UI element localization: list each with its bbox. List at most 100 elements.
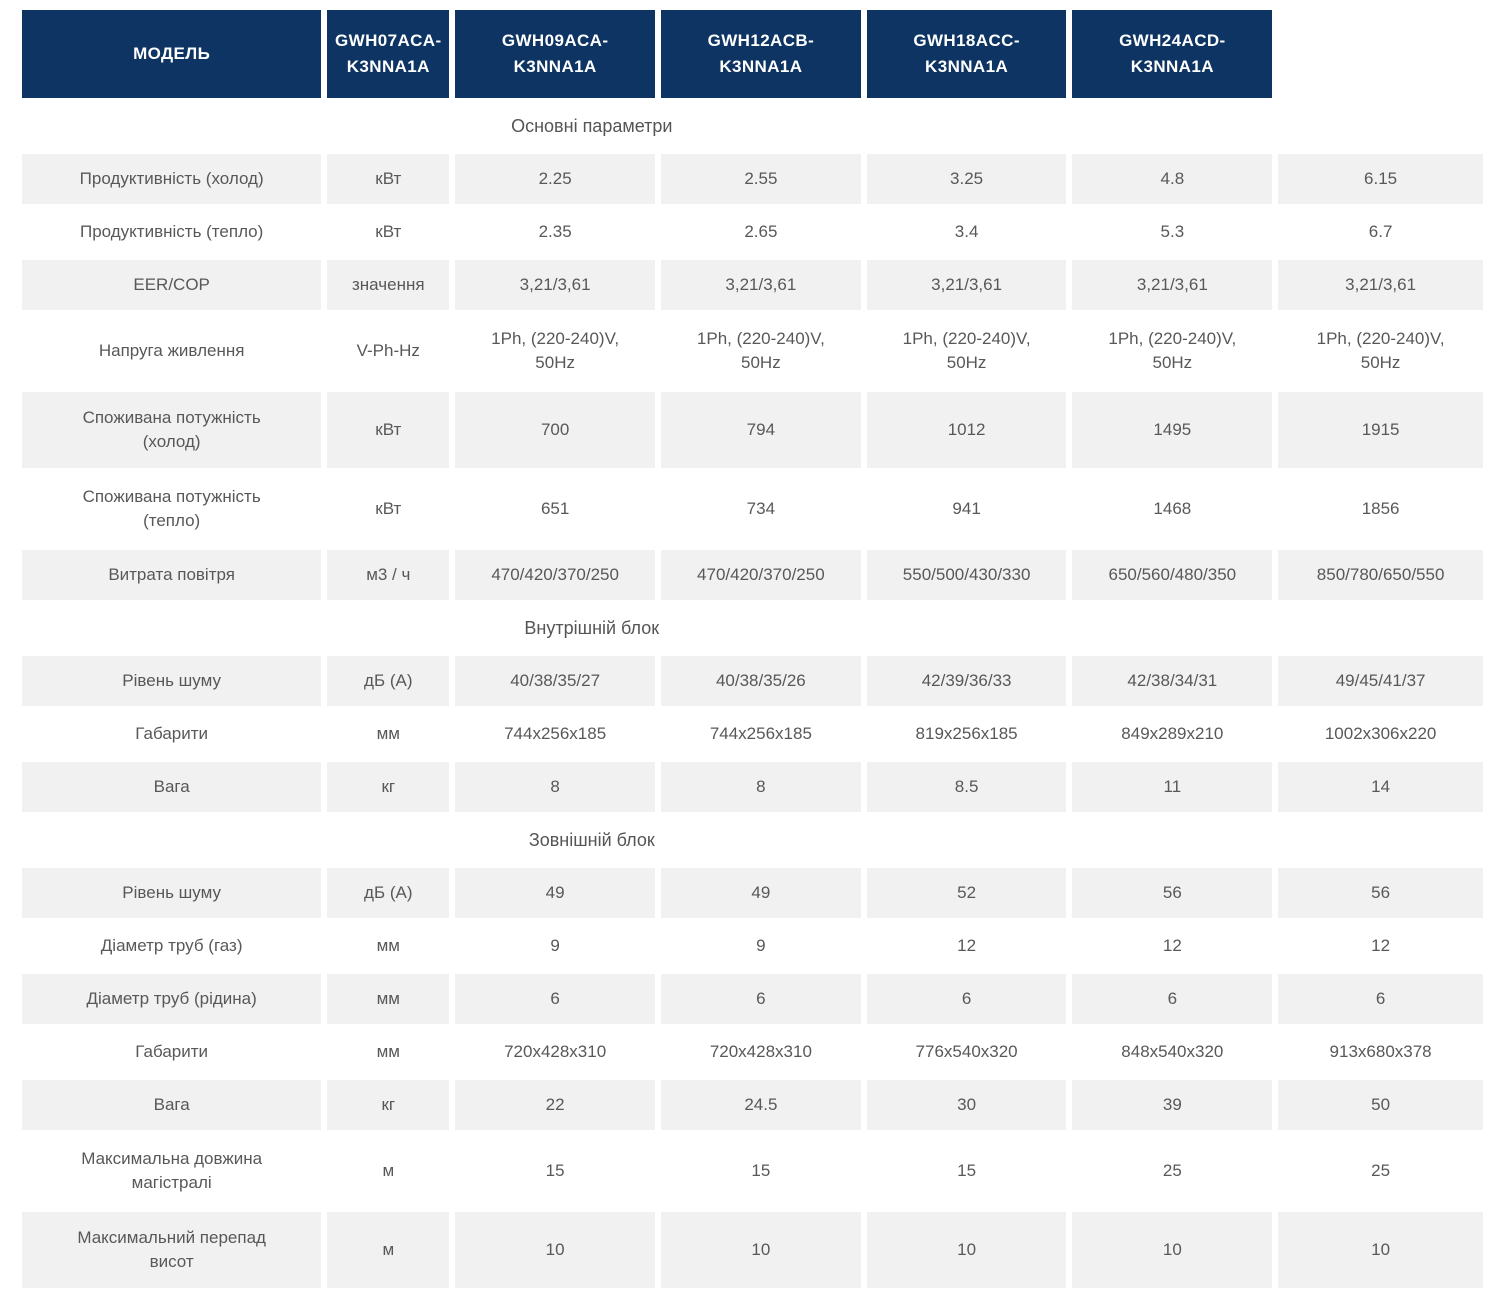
value-cell: 10 xyxy=(455,1212,655,1288)
param-name-cell: Максимальна довжина магістралі xyxy=(22,1133,322,1209)
value-cell: 6 xyxy=(866,974,1067,1024)
value-cell: 3,21/3,61 xyxy=(1278,260,1483,310)
value-cell: 3.25 xyxy=(866,154,1067,204)
table-row: Максимальна довжина магістралі м 15 15 15 25 2… xyxy=(22,1133,1483,1209)
param-name-cell: Споживана потужність (тепло) xyxy=(22,471,322,547)
value-cell: 1856 xyxy=(1278,471,1483,547)
model-header: GWH09ACA- K3NNA1A xyxy=(455,10,655,98)
model-header: GWH18ACC- K3NNA1A xyxy=(866,10,1067,98)
section-title: Внутрішній блок xyxy=(524,618,660,638)
value-cell: 700 xyxy=(455,392,655,468)
value-cell: 6 xyxy=(455,974,655,1024)
value-cell: 470/420/370/250 xyxy=(455,550,655,600)
table-header: МОДЕЛЬ GWH07ACA- K3NNA1A GWH09ACA- K3NNA1A… xyxy=(22,10,1483,98)
value-cell: 11 xyxy=(1072,762,1273,812)
value-cell: 40/38/35/26 xyxy=(661,656,861,706)
unit-cell: значення xyxy=(327,260,450,310)
param-name-cell: Споживана потужність (холод) xyxy=(22,392,322,468)
value-cell: 2.55 xyxy=(661,154,861,204)
value-cell: 10 xyxy=(866,1212,1067,1288)
models-spec-table: МОДЕЛЬ GWH07ACA- K3NNA1A GWH09ACA- K3NNA1A… xyxy=(16,7,1489,1291)
value-cell: 6.15 xyxy=(1278,154,1483,204)
unit-cell: кВт xyxy=(327,154,450,204)
param-name-cell: Вага xyxy=(22,1080,322,1130)
value-cell: 12 xyxy=(866,921,1067,971)
value-cell: 1468 xyxy=(1072,471,1273,547)
value-cell: 720x428x310 xyxy=(661,1027,861,1077)
table-row: Максимальний перепад висот м 10 10 10 10 10 xyxy=(22,1212,1483,1288)
unit-cell: мм xyxy=(327,974,450,1024)
value-cell: 848x540x320 xyxy=(1072,1027,1273,1077)
table-row: Витрата повітря м3 / ч 470/420/370/250 470/… xyxy=(22,550,1483,600)
value-cell: 40/38/35/27 xyxy=(455,656,655,706)
value-cell: 22 xyxy=(455,1080,655,1130)
value-cell: 744x256x185 xyxy=(661,709,861,759)
param-name-cell: Напруга живлення xyxy=(22,313,322,389)
model-header: GWH07ACA- K3NNA1A xyxy=(327,10,450,98)
table-row: Напруга живлення V-Ph-Hz 1Ph, (220-240)V, … xyxy=(22,313,1483,389)
value-cell: 8 xyxy=(455,762,655,812)
unit-cell: кг xyxy=(327,762,450,812)
value-cell: 10 xyxy=(1278,1212,1483,1288)
param-name-cell: Витрата повітря xyxy=(22,550,322,600)
value-cell: 5.3 xyxy=(1072,207,1273,257)
unit-cell: мм xyxy=(327,709,450,759)
section-row: Основні параметри xyxy=(22,101,1483,151)
value-cell: 15 xyxy=(661,1133,861,1209)
table-body: Основні параметри Продуктивність (холод) к… xyxy=(22,101,1483,1288)
value-cell: 3,21/3,61 xyxy=(455,260,655,310)
value-cell: 12 xyxy=(1278,921,1483,971)
value-cell: 6.7 xyxy=(1278,207,1483,257)
param-name-cell: Діаметр труб (рідина) xyxy=(22,974,322,1024)
value-cell: 42/38/34/31 xyxy=(1072,656,1273,706)
value-cell: 2.65 xyxy=(661,207,861,257)
value-cell: 12 xyxy=(1072,921,1273,971)
section-row: Зовнішній блок xyxy=(22,815,1483,865)
table-row: Вага кг 8 8 8.5 11 14 xyxy=(22,762,1483,812)
value-cell: 56 xyxy=(1278,868,1483,918)
value-cell: 49 xyxy=(661,868,861,918)
value-cell: 3,21/3,61 xyxy=(866,260,1067,310)
value-cell: 50 xyxy=(1278,1080,1483,1130)
unit-cell: мм xyxy=(327,1027,450,1077)
param-name-cell: Вага xyxy=(22,762,322,812)
value-cell: 794 xyxy=(661,392,861,468)
unit-cell: дБ (А) xyxy=(327,656,450,706)
param-name-cell: Рівень шуму xyxy=(22,868,322,918)
table-row: Вага кг 22 24.5 30 39 50 xyxy=(22,1080,1483,1130)
unit-cell: м3 / ч xyxy=(327,550,450,600)
value-cell: 3,21/3,61 xyxy=(661,260,861,310)
value-cell: 1012 xyxy=(866,392,1067,468)
value-cell: 1Ph, (220-240)V, 50Hz xyxy=(661,313,861,389)
model-column-label: МОДЕЛЬ xyxy=(22,10,322,98)
value-cell: 650/560/480/350 xyxy=(1072,550,1273,600)
table-row: Діаметр труб (газ) мм 9 9 12 12 12 xyxy=(22,921,1483,971)
unit-cell: кг xyxy=(327,1080,450,1130)
value-cell: 941 xyxy=(866,471,1067,547)
value-cell: 25 xyxy=(1072,1133,1273,1209)
param-name-cell: EER/COP xyxy=(22,260,322,310)
param-name-cell: Габарити xyxy=(22,1027,322,1077)
value-cell: 49 xyxy=(455,868,655,918)
value-cell: 470/420/370/250 xyxy=(661,550,861,600)
param-name-cell: Габарити xyxy=(22,709,322,759)
value-cell: 1495 xyxy=(1072,392,1273,468)
model-header: GWH12ACB- K3NNA1A xyxy=(661,10,861,98)
value-cell: 6 xyxy=(1072,974,1273,1024)
value-cell: 2.35 xyxy=(455,207,655,257)
table-row: Рівень шуму дБ (А) 49 49 52 56 56 xyxy=(22,868,1483,918)
value-cell: 6 xyxy=(661,974,861,1024)
value-cell: 1Ph, (220-240)V, 50Hz xyxy=(866,313,1067,389)
value-cell: 9 xyxy=(661,921,861,971)
value-cell: 720x428x310 xyxy=(455,1027,655,1077)
value-cell: 819x256x185 xyxy=(866,709,1067,759)
table-row: Рівень шуму дБ (А) 40/38/35/27 40/38/35/26 4… xyxy=(22,656,1483,706)
table-row: EER/COP значення 3,21/3,61 3,21/3,61 3,21/3,… xyxy=(22,260,1483,310)
table-row: Продуктивність (холод) кВт 2.25 2.55 3.25 4.8… xyxy=(22,154,1483,204)
value-cell: 30 xyxy=(866,1080,1067,1130)
value-cell: 10 xyxy=(1072,1212,1273,1288)
unit-cell: V-Ph-Hz xyxy=(327,313,450,389)
value-cell: 3.4 xyxy=(866,207,1067,257)
param-name-cell: Рівень шуму xyxy=(22,656,322,706)
unit-cell: м xyxy=(327,1133,450,1209)
